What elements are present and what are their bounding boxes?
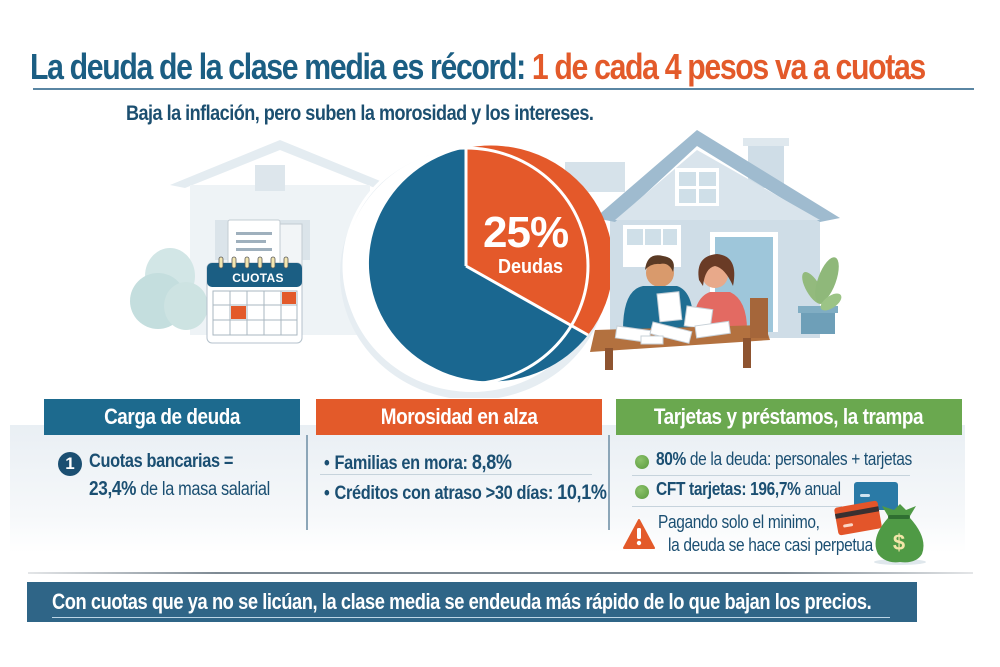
green-bullet-icon xyxy=(635,485,649,499)
stat-cuotas-label: Cuotas bancarias = xyxy=(89,451,234,472)
stat-deuda-personales: 80% de la deuda: personales + tarjetas xyxy=(656,449,912,469)
stat-cft-tarjetas: CFT tarjetas: 196,7% anual xyxy=(656,479,841,499)
footer-divider xyxy=(28,572,973,574)
footer-text: Con cuotas que ya no se licúan, la clase… xyxy=(52,589,872,614)
stat-cuotas-value: 23,4% xyxy=(89,478,137,500)
row-divider xyxy=(320,474,592,475)
footer-underline xyxy=(52,617,890,618)
card-divider xyxy=(306,435,308,530)
pie-highlight-label: Deudas xyxy=(498,256,564,278)
bush-icon xyxy=(130,248,208,330)
calendar-icon xyxy=(206,256,303,344)
pie-slice-rest xyxy=(368,148,588,382)
stat-familias-mora: • Familias en mora: 8,8% xyxy=(324,451,512,474)
green-bullet-icon xyxy=(635,455,649,469)
warning-line-1: Pagando solo el minimo, xyxy=(658,512,820,532)
pie-slice-deudas xyxy=(466,145,610,335)
cards-panel xyxy=(10,425,965,553)
card-divider xyxy=(608,435,610,530)
svg-text:$: $ xyxy=(893,530,905,555)
bullet-icon: • xyxy=(324,453,330,474)
card-header-tarjetas: Tarjetas y préstamos, la trampa xyxy=(616,399,962,435)
document-icon xyxy=(227,219,303,268)
footer-banner xyxy=(27,582,917,622)
title-part-1: La deuda de la clase media es récord: xyxy=(30,46,526,87)
title-part-2: 1 de cada 4 pesos va a cuotas xyxy=(531,46,926,87)
page-subtitle: Baja la inflación, pero suben la morosid… xyxy=(126,102,594,125)
calendar-label: CUOTAS xyxy=(232,271,284,285)
stat-creditos-atraso: • Créditos con atraso >30 días: 10,1% xyxy=(324,481,607,504)
page-title: La deuda de la clase media es récord: 1 … xyxy=(30,44,926,90)
row-divider xyxy=(632,475,910,476)
warning-line-2: la deuda se hace casi perpetua xyxy=(668,535,873,555)
pie-highlight-value: 25% xyxy=(483,208,569,257)
row-divider xyxy=(632,506,842,507)
pie-chart xyxy=(340,145,610,398)
stat-cuotas-value-line: 23,4% de la masa salarial xyxy=(89,478,270,500)
card-header-carga: Carga de deuda xyxy=(44,399,300,435)
number-badge-icon: 1 xyxy=(58,452,82,476)
credit-cards-icon xyxy=(834,482,898,536)
card-header-morosidad: Morosidad en alza xyxy=(316,399,602,435)
bullet-icon: • xyxy=(324,483,330,504)
money-bag-icon: $ xyxy=(874,504,926,565)
title-divider xyxy=(33,88,974,90)
warning-icon xyxy=(623,519,655,549)
house-with-couple-icon xyxy=(565,130,842,370)
